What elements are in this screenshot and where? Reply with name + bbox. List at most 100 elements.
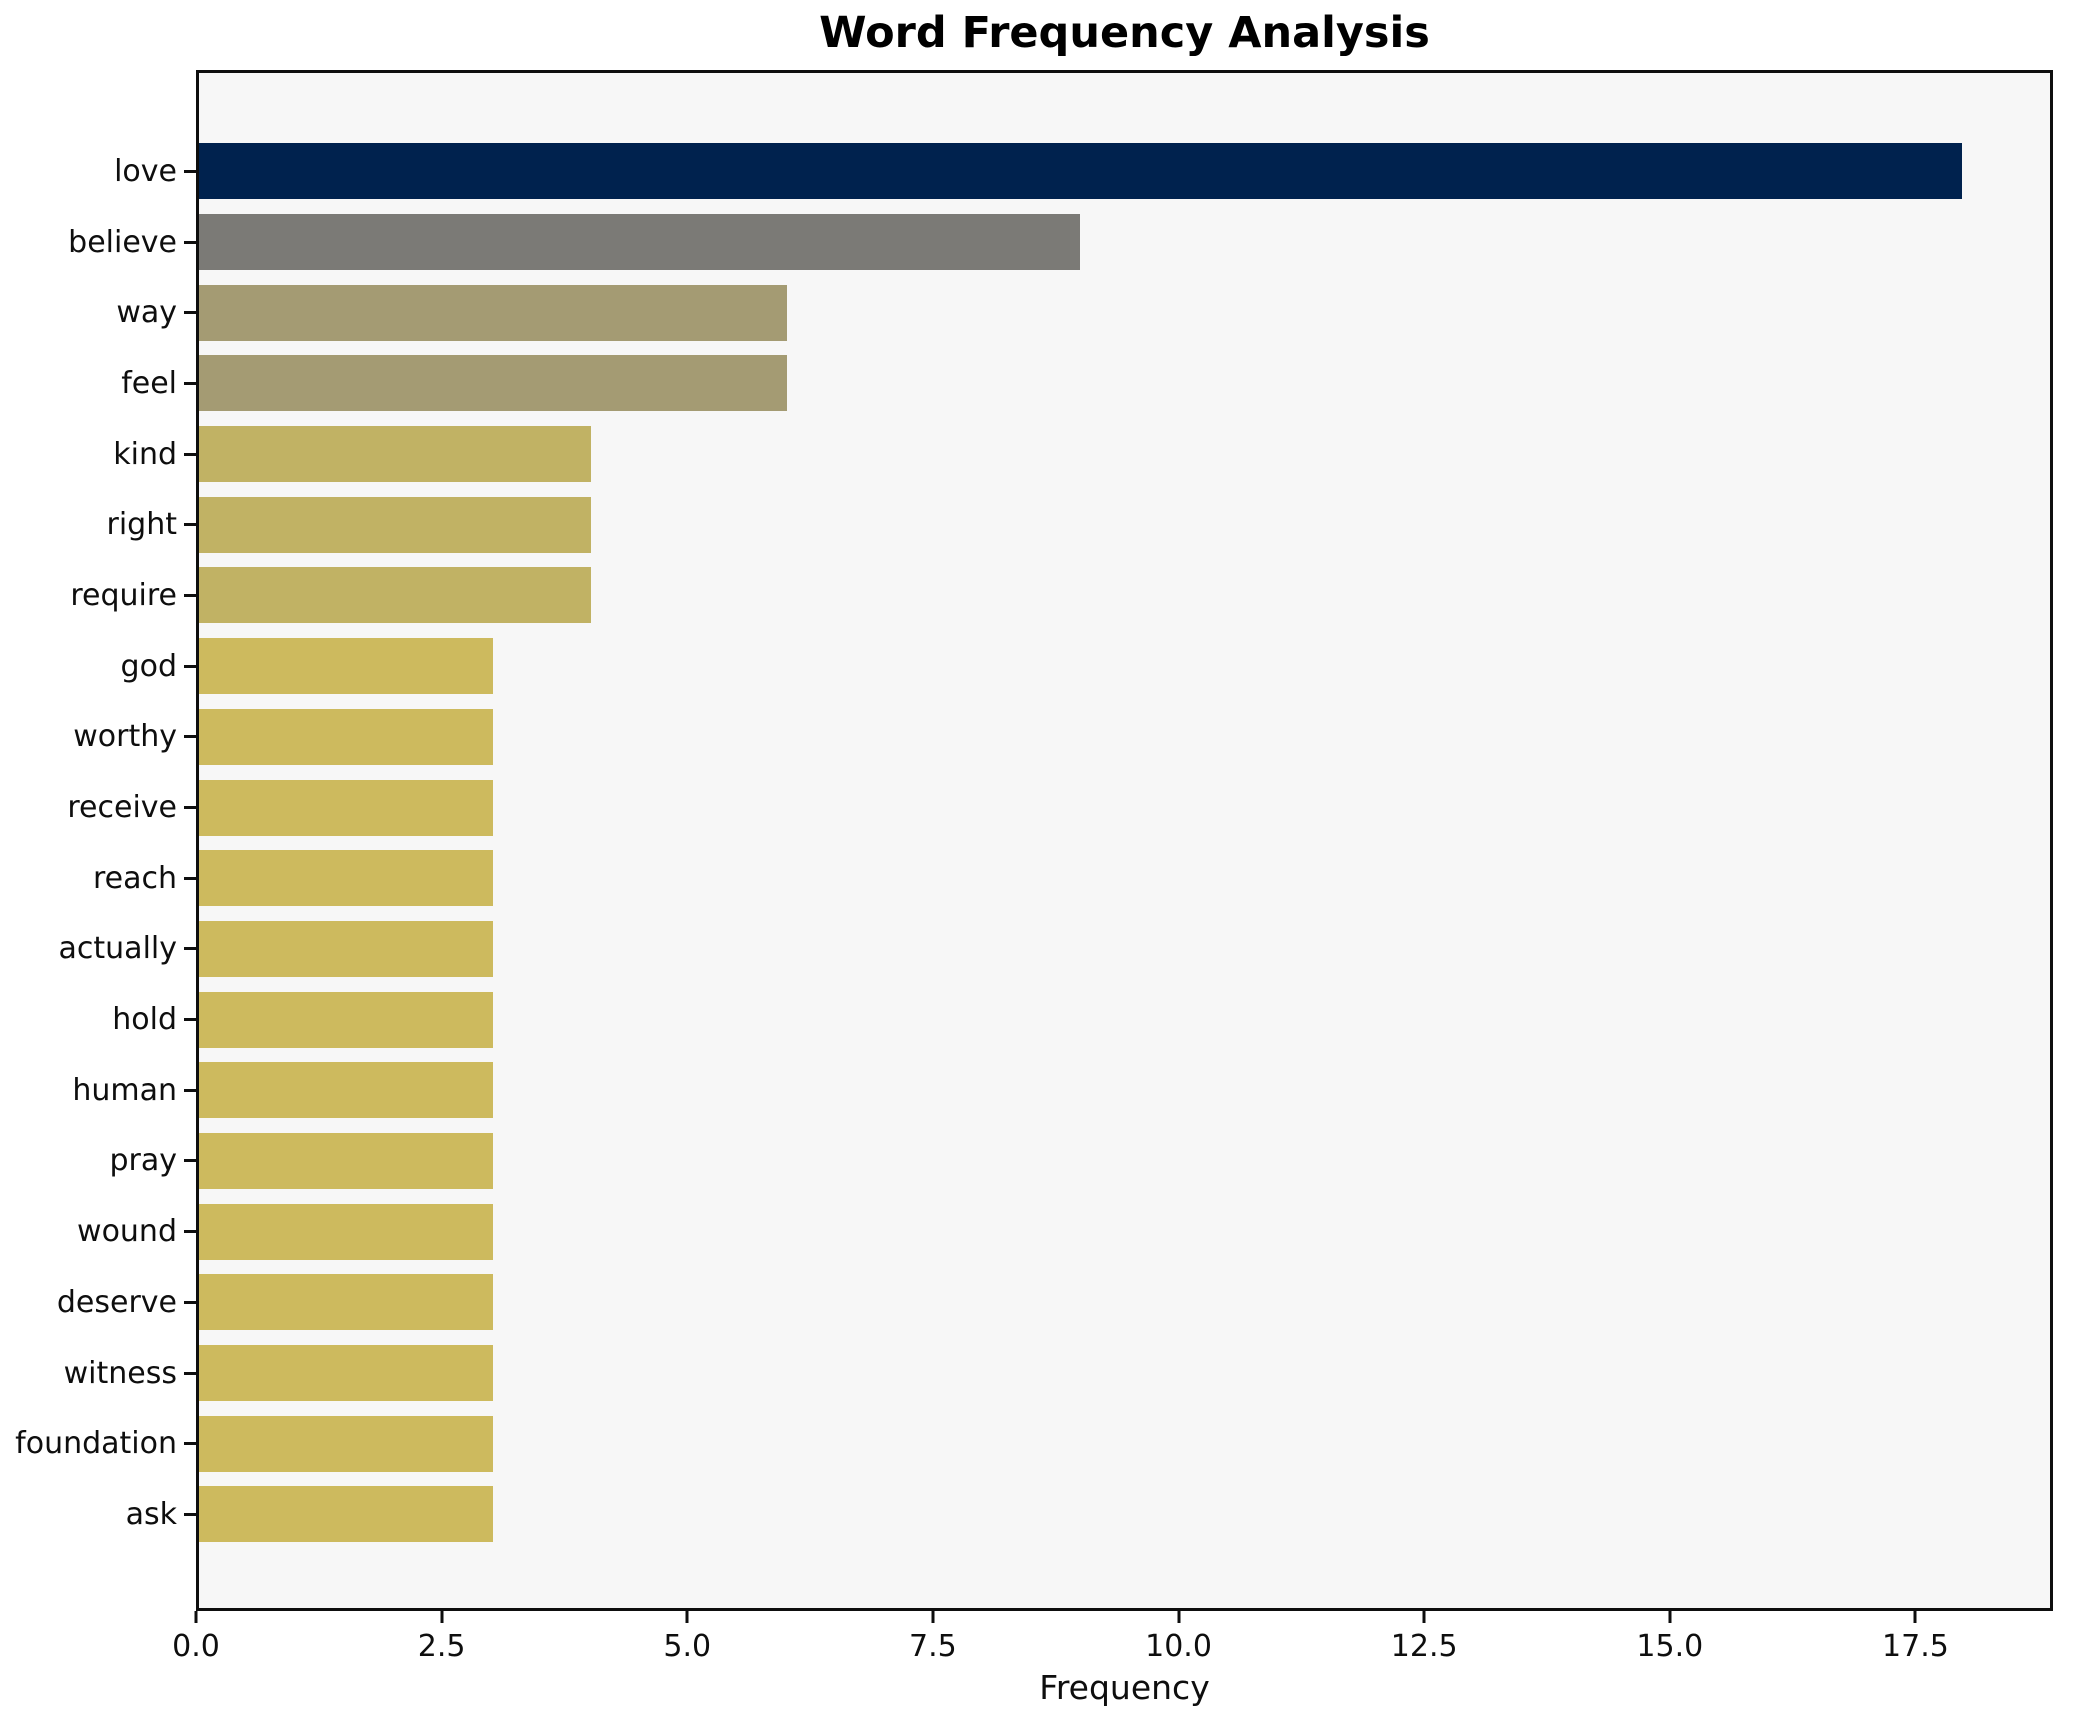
x-tick-mark (1177, 1611, 1181, 1623)
y-row: worthy (0, 702, 196, 773)
y-tick-label: actually (58, 931, 177, 967)
y-axis: love believe way feel kind right require god wor… (0, 136, 196, 1550)
y-tick-mark (184, 169, 196, 173)
y-tick-mark (184, 735, 196, 739)
bar-row (199, 984, 2050, 1055)
y-row: actually (0, 914, 196, 985)
x-axis-title: Frequency (1039, 1668, 1210, 1707)
x-tick-mark (1422, 1611, 1426, 1623)
y-row: hold (0, 984, 196, 1055)
x-tick-label: 5.0 (663, 1629, 712, 1664)
y-row: receive (0, 772, 196, 843)
y-tick-label: god (120, 648, 177, 684)
bar-require (199, 567, 591, 624)
y-tick-mark (184, 1230, 196, 1234)
y-row: god (0, 631, 196, 702)
bar-right (199, 496, 591, 553)
bar-row (199, 843, 2050, 914)
y-row: human (0, 1055, 196, 1126)
y-tick-mark (184, 1018, 196, 1022)
y-tick-mark (184, 1088, 196, 1092)
x-tick-label: 12.5 (1390, 1629, 1458, 1664)
x-tick-mark (685, 1611, 689, 1623)
y-tick-label: receive (67, 790, 177, 826)
y-tick-label: worthy (73, 719, 177, 755)
x-tick-label: 10.0 (1145, 1629, 1212, 1664)
bar-row (199, 1267, 2050, 1338)
bar-row (199, 1055, 2050, 1126)
y-tick-mark (184, 806, 196, 810)
y-tick-mark (184, 664, 196, 668)
bar-row (199, 631, 2050, 702)
y-tick-mark (184, 1442, 196, 1446)
y-tick-label: human (72, 1072, 177, 1108)
y-tick-label: hold (112, 1002, 177, 1038)
x-tick-mark (1668, 1611, 1672, 1623)
y-row: right (0, 489, 196, 560)
bar-human (199, 1062, 493, 1119)
bar-row (199, 277, 2050, 348)
bar-row (199, 419, 2050, 490)
bar-worthy (199, 708, 493, 765)
y-tick-label: feel (121, 365, 177, 401)
y-row: kind (0, 419, 196, 490)
y-row: believe (0, 207, 196, 278)
y-tick-mark (184, 1371, 196, 1375)
bar-row (199, 348, 2050, 419)
x-tick-label: 17.5 (1882, 1629, 1949, 1664)
chart-title: Word Frequency Analysis (819, 8, 1430, 58)
x-axis: 0.0 2.5 5.0 7.5 10.0 12.5 15.0 17.5 (172, 1611, 2053, 1671)
bar-reach (199, 850, 493, 907)
y-tick-label: require (70, 577, 177, 613)
y-tick-mark (184, 452, 196, 456)
bar-wound (199, 1203, 493, 1260)
x-tick-mark (1913, 1611, 1917, 1623)
y-row: reach (0, 843, 196, 914)
y-tick-label: believe (68, 224, 177, 260)
y-tick-mark (184, 1300, 196, 1304)
bar-actually (199, 920, 493, 977)
y-tick-mark (184, 240, 196, 244)
y-row: wound (0, 1196, 196, 1267)
y-tick-label: right (106, 507, 178, 543)
y-tick-label: kind (113, 436, 177, 472)
bar-row (199, 1196, 2050, 1267)
x-tick-label: 7.5 (909, 1629, 957, 1664)
y-tick-mark (184, 311, 196, 315)
bar-witness (199, 1345, 493, 1402)
bar-row (199, 702, 2050, 773)
y-tick-label: ask (125, 1496, 177, 1532)
bar-row (199, 1126, 2050, 1197)
bar-deserve (199, 1274, 493, 1331)
y-tick-label: way (116, 295, 177, 331)
bar-row (199, 489, 2050, 560)
x-tick-label: 0.0 (172, 1629, 220, 1664)
bar-hold (199, 991, 493, 1048)
y-tick-label: witness (63, 1355, 177, 1391)
bar-god (199, 638, 493, 695)
y-tick-mark (184, 947, 196, 951)
plot-area (196, 70, 2053, 1611)
y-tick-mark (184, 876, 196, 880)
y-row: way (0, 277, 196, 348)
y-row: witness (0, 1338, 196, 1409)
y-tick-label: reach (92, 860, 177, 896)
bar-row (199, 207, 2050, 278)
y-row: foundation (0, 1408, 196, 1479)
y-tick-mark (184, 381, 196, 385)
x-tick-mark (194, 1611, 198, 1623)
bar-love (199, 143, 1962, 200)
y-row: require (0, 560, 196, 631)
y-tick-label: love (114, 153, 177, 189)
bar-believe (199, 214, 1081, 271)
y-row: pray (0, 1126, 196, 1197)
y-row: deserve (0, 1267, 196, 1338)
y-tick-label: pray (109, 1143, 177, 1179)
y-tick-mark (184, 1159, 196, 1163)
bar-row (199, 1408, 2050, 1479)
bar-feel (199, 355, 787, 412)
y-tick-label: foundation (15, 1426, 177, 1462)
bar-ask (199, 1486, 493, 1543)
x-tick-mark (440, 1611, 444, 1623)
